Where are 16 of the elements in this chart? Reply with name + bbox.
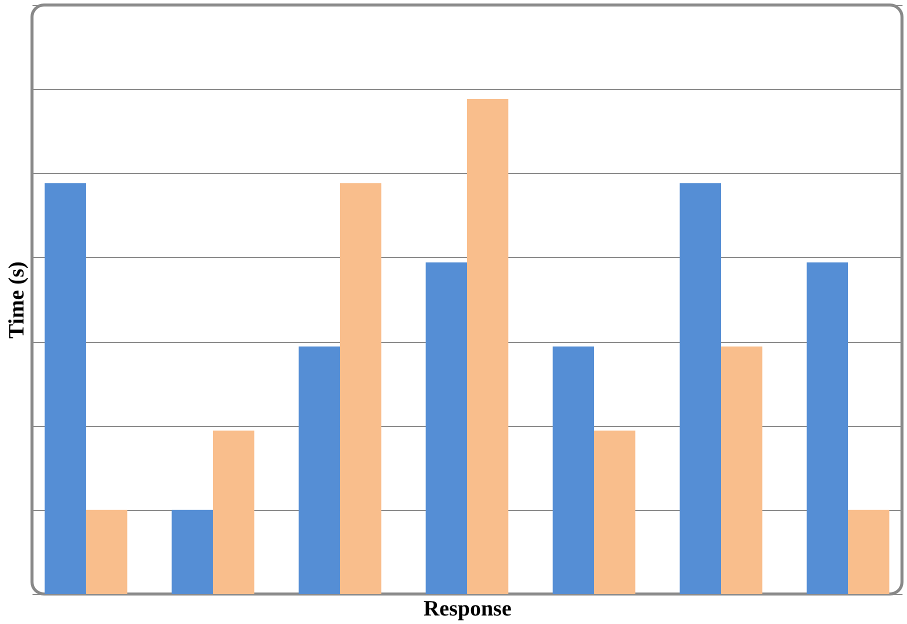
y-axis-title: Time (s) [4,261,28,339]
bar [680,183,722,594]
bar [806,262,848,594]
bar [340,183,382,594]
bar [212,430,254,594]
x-axis-title: Response [423,596,512,620]
bar [172,510,213,594]
bar [552,346,594,594]
bar [298,346,340,594]
bar [721,346,762,594]
bar [467,99,508,594]
bar [44,183,86,594]
bar [86,510,128,594]
bar [594,430,636,594]
bar [426,262,467,594]
bar [848,510,890,594]
